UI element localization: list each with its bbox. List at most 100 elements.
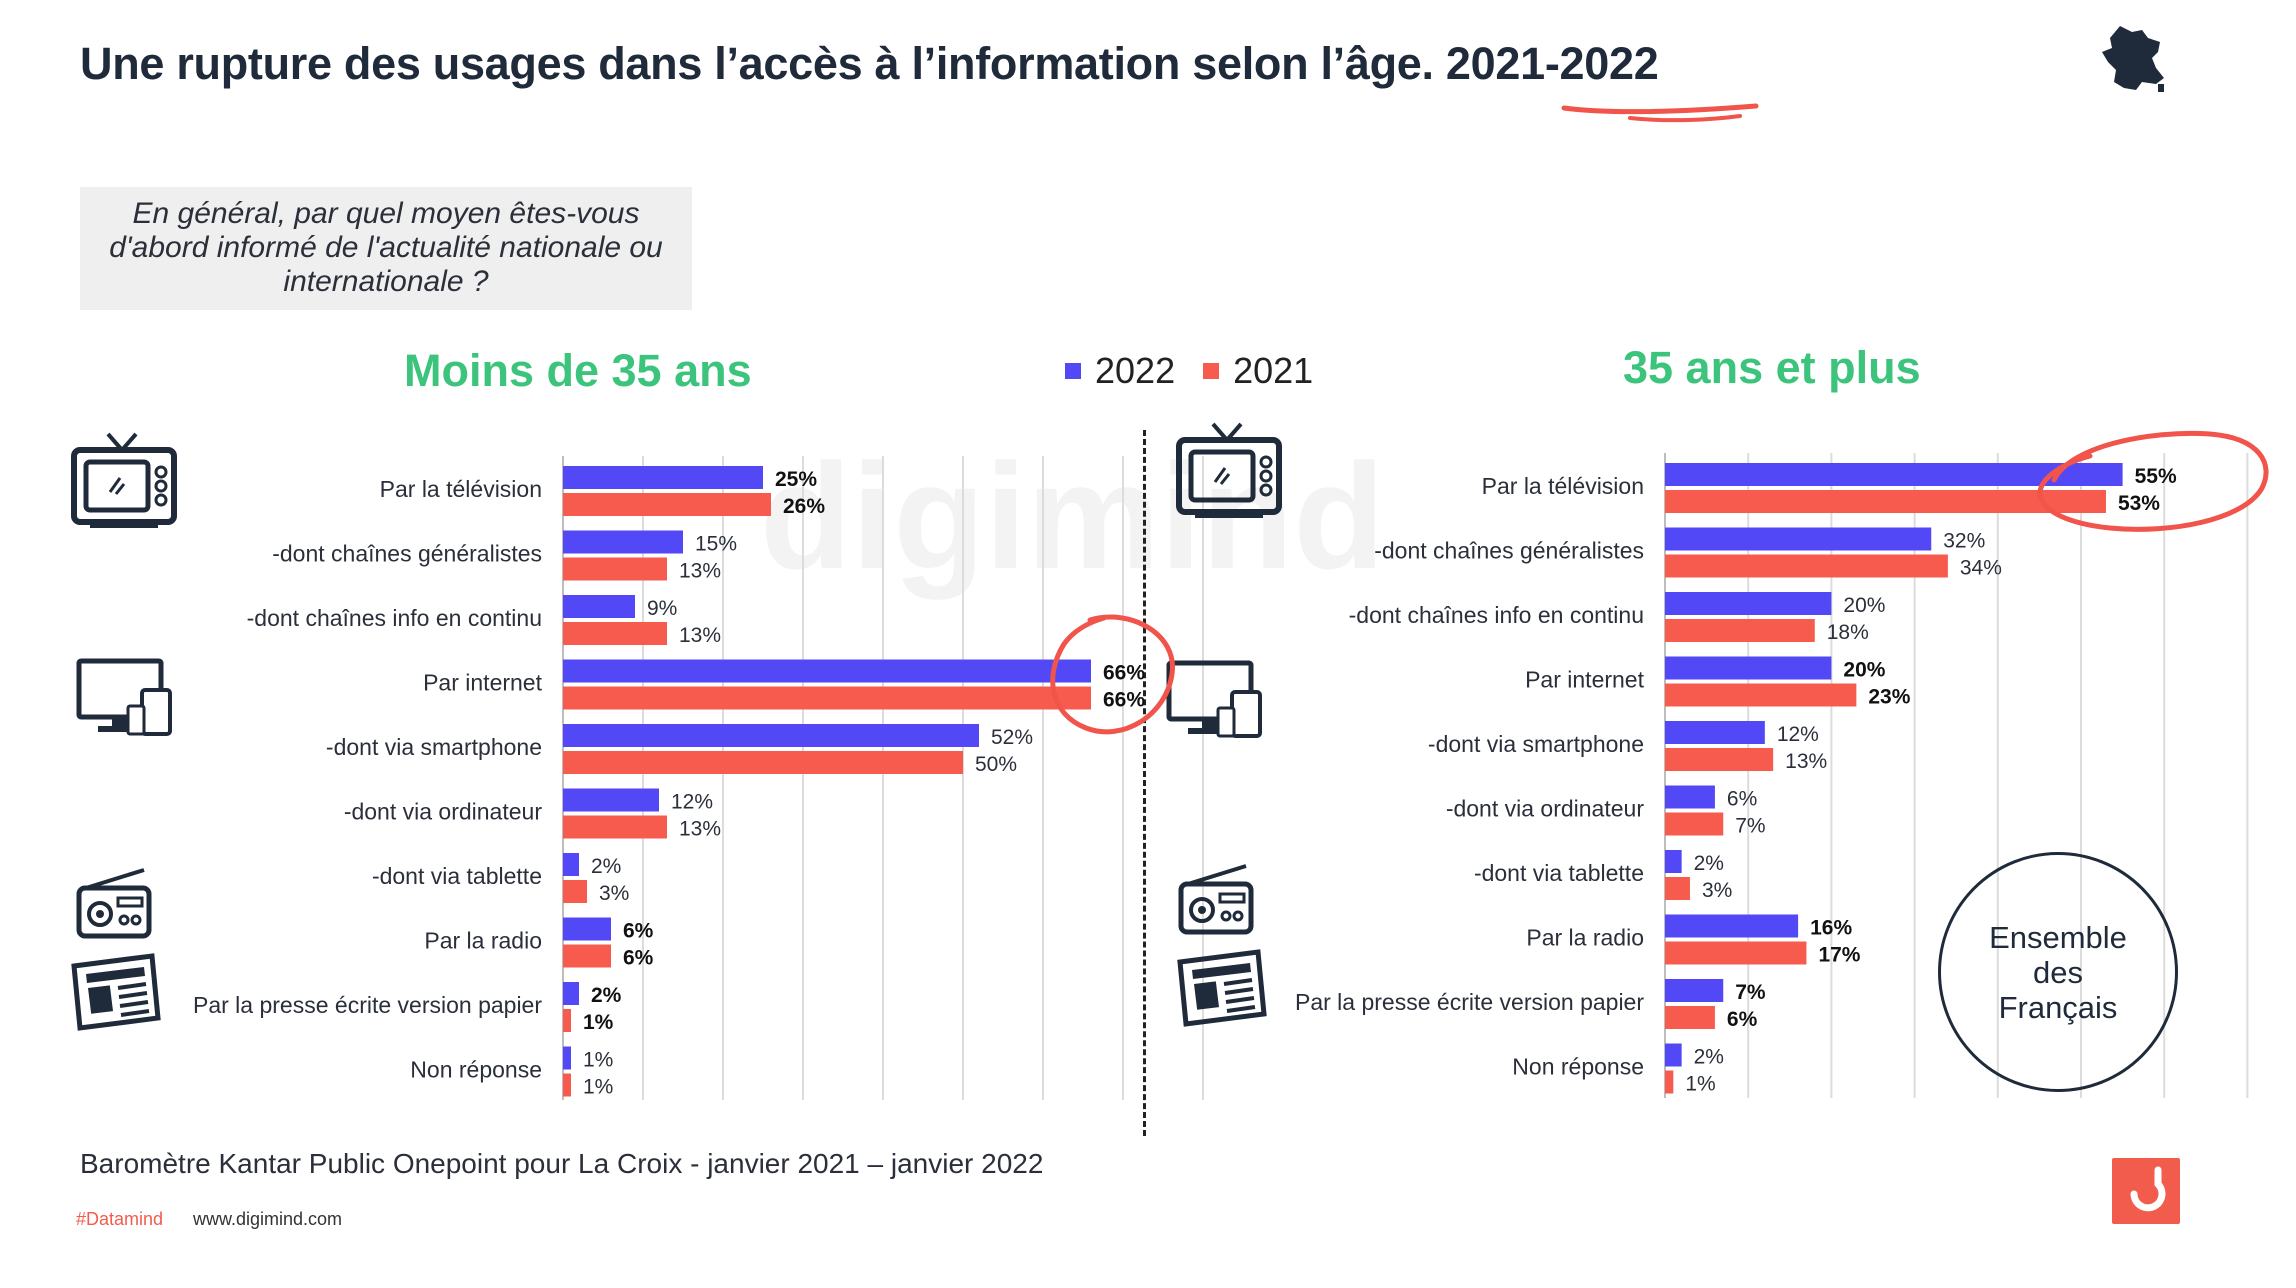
data-label-2022: 16% — [1810, 917, 1852, 940]
category-label: Non réponse — [1512, 1054, 1644, 1080]
data-label-2022: 20% — [1843, 659, 1885, 682]
bar-2022 — [563, 724, 979, 747]
highlight-circle-right — [2037, 430, 2269, 532]
data-label-2021: 13% — [679, 624, 721, 647]
data-label-2021: 6% — [1727, 1008, 1758, 1031]
tv-icon — [71, 432, 177, 528]
bar-2021 — [563, 1073, 571, 1097]
bar-2021 — [563, 815, 667, 839]
data-label-2022: 1% — [583, 1049, 613, 1072]
ensemble-francais-badge: Ensemble des Français — [1938, 852, 2178, 1092]
data-label-2021: 7% — [1735, 815, 1765, 838]
bar-2021 — [1665, 748, 1774, 771]
digimind-logo-icon — [2112, 1158, 2180, 1224]
category-label: -dont via tablette — [1474, 860, 1644, 886]
legend-label-2021: 2021 — [1233, 350, 1314, 391]
tv-icon — [1176, 422, 1282, 518]
data-label-2022: 55% — [2135, 465, 2177, 488]
survey-question: En général, par quel moyen êtes-vous d'a… — [80, 187, 692, 310]
france-map-icon — [2102, 26, 2164, 92]
panel-divider — [1143, 430, 1146, 1136]
legend-swatch-2021 — [1203, 363, 1220, 379]
newspaper-icon — [71, 953, 161, 1031]
data-label-2021: 50% — [975, 753, 1017, 776]
category-label: Par la télévision — [380, 476, 542, 502]
panel-title-under-35: Moins de 35 ans — [404, 345, 752, 396]
source-note: Baromètre Kantar Public Onepoint pour La… — [80, 1148, 1044, 1179]
bar-2022 — [1665, 979, 1724, 1002]
page-title-main: Une rupture des usages dans l’accès à l’… — [80, 38, 1434, 89]
bar-2021 — [1665, 490, 2106, 513]
bar-2021 — [1665, 941, 1807, 965]
data-label-2021: 53% — [2118, 492, 2160, 515]
data-label-2021: 1% — [583, 1011, 614, 1034]
category-label: -dont chaînes généralistes — [1374, 538, 1644, 564]
data-label-2021: 18% — [1827, 621, 1869, 644]
data-label-2022: 7% — [1735, 981, 1766, 1004]
bar-2022 — [563, 853, 579, 876]
page-title-years: 2021-2022 — [1445, 38, 1659, 89]
page-title: Une rupture des usages dans l’accès à l’… — [80, 38, 1659, 90]
bar-2022 — [563, 466, 763, 489]
bar-2022 — [1665, 1043, 1682, 1067]
data-label-2021: 13% — [679, 560, 721, 583]
data-label-2021: 6% — [623, 947, 654, 970]
radio-icon — [1178, 864, 1254, 935]
category-label: Par la presse écrite version papier — [193, 992, 542, 1018]
bar-2022 — [1665, 527, 1932, 551]
category-label: Par internet — [423, 670, 543, 696]
legend-swatch-2022 — [1065, 363, 1081, 379]
red-underline-icon — [1561, 103, 1759, 123]
data-label-2022: 6% — [1727, 788, 1757, 811]
radio-icon — [76, 868, 152, 939]
highlight-circle-left — [1050, 614, 1175, 735]
bar-2022 — [563, 595, 635, 618]
footer-website[interactable]: www.digimind.com — [193, 1209, 343, 1229]
bar-2022 — [1665, 914, 1799, 938]
bar-2022 — [1665, 592, 1832, 615]
data-label-2022: 12% — [1777, 723, 1819, 746]
legend-item-2022: 2022 — [1065, 350, 1175, 392]
data-label-2022: 9% — [647, 597, 677, 620]
bar-2021 — [1665, 1070, 1674, 1094]
bar-2021 — [1665, 877, 1690, 900]
bar-2021 — [563, 751, 963, 774]
bar-2022 — [563, 1046, 571, 1070]
data-label-2022: 15% — [695, 533, 737, 556]
bar-2021 — [1665, 1006, 1715, 1029]
bar-2021 — [563, 493, 771, 516]
category-label: -dont chaînes info en continu — [247, 605, 542, 631]
bar-2021 — [563, 686, 1091, 710]
bar-2022 — [1665, 785, 1715, 809]
data-label-2022: 52% — [991, 726, 1033, 749]
bar-2021 — [563, 880, 587, 903]
bar-2022 — [1665, 850, 1682, 873]
data-label-2021: 1% — [1685, 1073, 1715, 1096]
category-label: -dont via smartphone — [1428, 731, 1644, 757]
bar-2021 — [563, 622, 667, 645]
category-label: Non réponse — [410, 1057, 542, 1083]
category-label: Par internet — [1525, 667, 1645, 693]
bar-2022 — [563, 530, 683, 554]
data-label-2022: 2% — [591, 855, 621, 878]
bar-2021 — [1665, 619, 1815, 642]
data-label-2022: 20% — [1843, 594, 1885, 617]
category-label: Par la presse écrite version papier — [1295, 989, 1644, 1015]
data-label-2022: 2% — [1694, 852, 1724, 875]
bar-2021 — [563, 944, 611, 968]
bar-2022 — [563, 788, 659, 812]
category-label: -dont chaînes généralistes — [272, 541, 542, 567]
category-label: -dont via ordinateur — [1446, 796, 1645, 822]
data-label-2022: 66% — [1103, 662, 1145, 685]
bar-2022 — [563, 659, 1091, 683]
category-label: -dont via tablette — [372, 863, 542, 889]
category-label: Par la télévision — [1482, 473, 1644, 499]
bar-2021 — [1665, 812, 1724, 836]
bar-2022 — [1665, 656, 1832, 680]
bar-2022 — [1665, 721, 1765, 744]
data-label-2021: 3% — [1702, 879, 1732, 902]
legend: 2022 2021 — [1065, 350, 1341, 392]
data-label-2021: 66% — [1103, 689, 1145, 712]
category-label: Par la radio — [424, 928, 542, 954]
